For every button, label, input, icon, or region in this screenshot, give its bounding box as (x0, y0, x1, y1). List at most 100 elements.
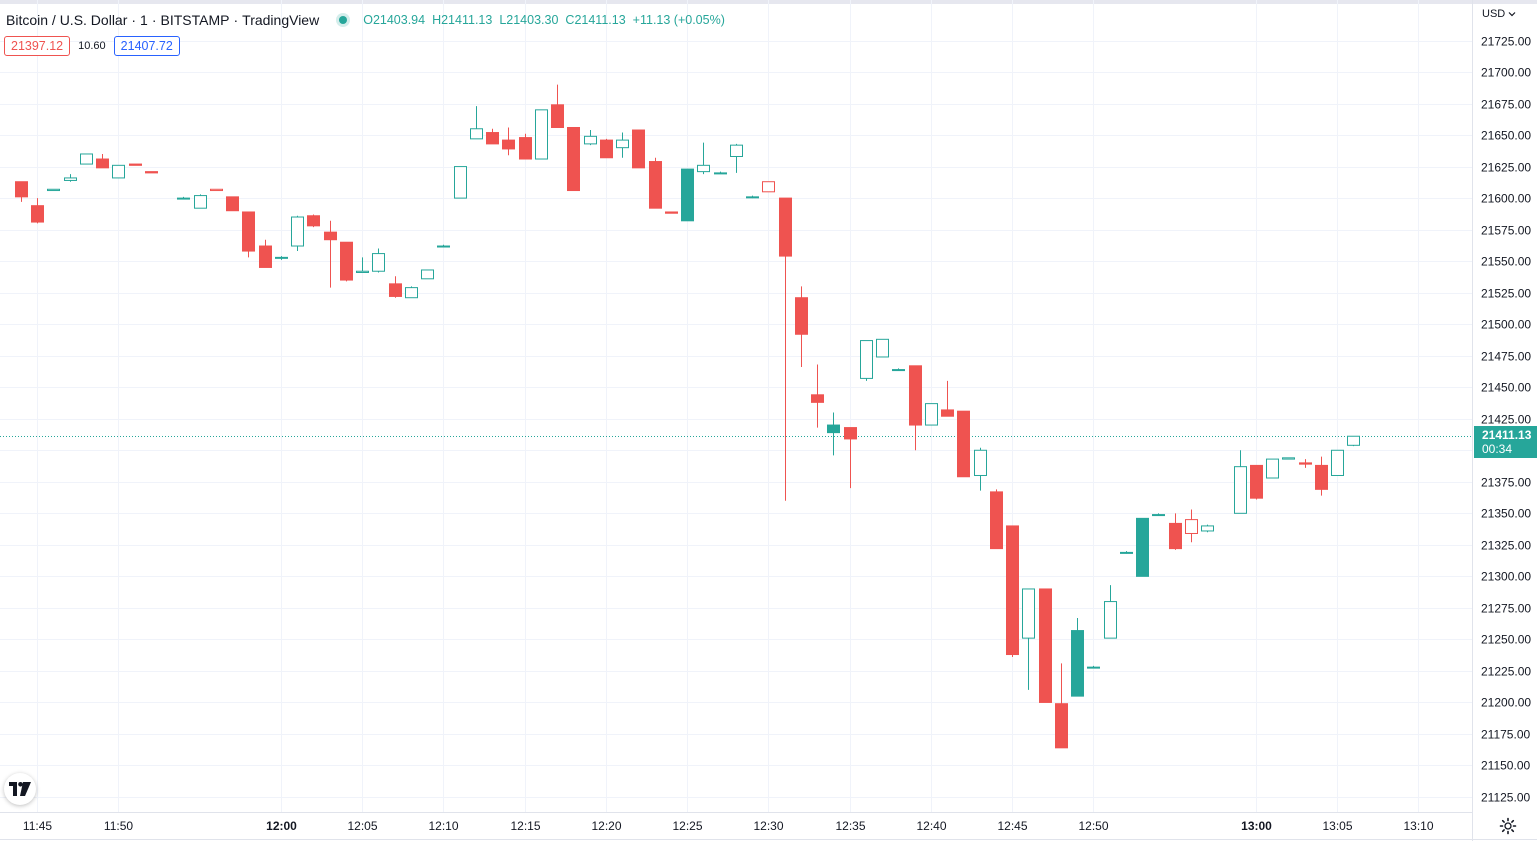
candle[interactable] (746, 195, 759, 199)
candle[interactable] (112, 164, 125, 179)
candle[interactable] (437, 244, 450, 248)
candle[interactable] (502, 127, 515, 156)
currency-selector[interactable]: USD (1482, 8, 1516, 20)
candle[interactable] (454, 166, 467, 199)
candle[interactable] (1071, 617, 1084, 697)
y-tick-label: 21725.00 (1481, 35, 1531, 49)
candle[interactable] (535, 109, 548, 160)
candle[interactable] (129, 163, 142, 166)
candle[interactable] (957, 410, 970, 478)
candle[interactable] (1201, 524, 1214, 533)
symbol-legend[interactable]: Bitcoin / U.S. Dollar · 1 · BITSTAMP · T… (6, 10, 725, 30)
candle[interactable] (1055, 663, 1068, 749)
candle[interactable] (616, 132, 629, 158)
interval[interactable]: 1 (140, 12, 148, 28)
candle[interactable] (665, 211, 678, 214)
candle[interactable] (892, 368, 905, 372)
candle[interactable] (145, 171, 158, 174)
tradingview-logo-icon[interactable] (4, 773, 36, 805)
candle[interactable] (1039, 588, 1052, 703)
candle[interactable] (96, 153, 109, 169)
candle[interactable] (1006, 525, 1019, 658)
candle[interactable] (340, 241, 353, 282)
candle[interactable] (1234, 450, 1247, 514)
candle[interactable] (909, 365, 922, 451)
candle[interactable] (31, 198, 44, 224)
candle[interactable] (389, 276, 402, 298)
candle[interactable] (1347, 435, 1360, 447)
candle[interactable] (307, 214, 320, 228)
candle[interactable] (925, 403, 938, 426)
candle[interactable] (1299, 459, 1312, 468)
candle[interactable] (47, 188, 60, 192)
candle[interactable] (1266, 458, 1279, 479)
candle[interactable] (762, 181, 775, 193)
y-tick-label: 21675.00 (1481, 98, 1531, 112)
candle[interactable] (259, 239, 272, 268)
settings-gear-icon[interactable] (1499, 817, 1517, 835)
candle[interactable] (795, 286, 808, 368)
candle[interactable] (649, 157, 662, 209)
candle[interactable] (194, 194, 207, 209)
candle[interactable] (1169, 513, 1182, 550)
candle[interactable] (80, 153, 93, 165)
candle[interactable] (1315, 456, 1328, 496)
candle[interactable] (470, 106, 483, 140)
candle[interactable] (1250, 464, 1263, 500)
candle[interactable] (1136, 517, 1149, 577)
candle[interactable] (1282, 457, 1295, 460)
candle[interactable] (844, 427, 857, 489)
candle[interactable] (64, 174, 77, 182)
candle-body (1234, 466, 1247, 514)
candle[interactable] (779, 197, 792, 501)
candle[interactable] (600, 138, 613, 159)
candle[interactable] (1185, 509, 1198, 543)
candle[interactable] (242, 211, 255, 258)
candle[interactable] (405, 286, 418, 299)
candle[interactable] (15, 181, 28, 202)
candle[interactable] (551, 84, 564, 128)
candle-body (876, 338, 889, 358)
candle[interactable] (567, 126, 580, 192)
candle[interactable] (730, 143, 743, 173)
candle[interactable] (941, 380, 954, 417)
candle[interactable] (210, 188, 223, 192)
y-tick-label: 21275.00 (1481, 602, 1531, 616)
candle[interactable] (827, 412, 840, 456)
candle[interactable] (519, 133, 532, 160)
candle[interactable] (990, 489, 1003, 550)
candle[interactable] (681, 168, 694, 222)
candle[interactable] (275, 256, 288, 260)
candle[interactable] (1087, 665, 1100, 669)
candle[interactable] (421, 269, 434, 280)
candle[interactable] (1022, 588, 1035, 690)
candle[interactable] (291, 215, 304, 252)
buy-button[interactable]: 21407.72 (113, 36, 180, 56)
candle[interactable] (860, 340, 873, 381)
candle[interactable] (714, 171, 727, 175)
status-dot-icon[interactable] (339, 16, 348, 24)
candle[interactable] (697, 142, 710, 175)
symbol-name[interactable]: Bitcoin / U.S. Dollar (6, 12, 128, 28)
candle[interactable] (324, 220, 337, 288)
candle[interactable] (1104, 585, 1117, 639)
candle[interactable] (974, 447, 987, 491)
candle[interactable] (584, 130, 597, 146)
x-tick-label: 13:10 (1403, 819, 1433, 833)
candle[interactable] (486, 128, 499, 145)
candle-body (1104, 601, 1117, 639)
candle[interactable] (1331, 449, 1344, 476)
candle[interactable] (226, 196, 239, 212)
candle[interactable] (356, 257, 369, 273)
candle[interactable] (811, 364, 824, 428)
y-tick-label: 21300.00 (1481, 570, 1531, 584)
candle[interactable] (1152, 513, 1165, 517)
candle[interactable] (372, 248, 385, 273)
candle[interactable] (876, 338, 889, 358)
sell-button[interactable]: 21397.12 (4, 36, 71, 56)
candle-body (1347, 435, 1360, 446)
candle[interactable] (632, 129, 645, 169)
candle[interactable] (1120, 551, 1133, 554)
candle[interactable] (177, 196, 190, 200)
